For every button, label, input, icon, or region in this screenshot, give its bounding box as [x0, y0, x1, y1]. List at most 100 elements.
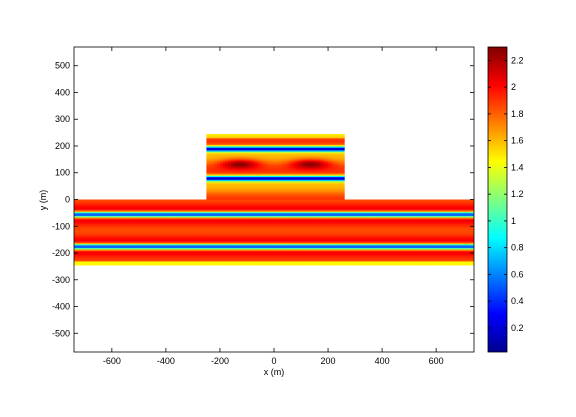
heatmap-cell [276, 255, 280, 258]
heatmap-cell [103, 235, 107, 238]
heatmap-cell [192, 211, 197, 214]
heatmap-cell [146, 254, 151, 257]
heatmap-cell [265, 212, 269, 215]
heatmap-cell [344, 219, 348, 222]
heatmap-cell [287, 234, 291, 237]
heatmap-cell [346, 204, 351, 207]
heatmap-cell [301, 251, 305, 254]
heatmap-cell [322, 207, 326, 210]
heatmap-cell [122, 262, 126, 265]
heatmap-cell [263, 235, 267, 238]
heatmap-cell [314, 232, 318, 235]
heatmap-cell [330, 210, 334, 212]
heatmap-cell [152, 216, 156, 219]
heatmap-cell [90, 206, 94, 208]
heatmap-cell [90, 219, 94, 222]
heatmap-cell [241, 231, 245, 234]
heatmap-cell [125, 263, 129, 266]
heatmap-cell [303, 236, 307, 239]
heatmap-cell [136, 236, 140, 239]
heatmap-cell [244, 215, 248, 218]
heatmap-cell [76, 239, 80, 242]
heatmap-cell [171, 216, 175, 219]
heatmap-cell [174, 218, 178, 220]
heatmap-cell [341, 216, 345, 219]
heatmap-cell [138, 216, 142, 219]
heatmap-cell [276, 238, 280, 241]
heatmap-cell [249, 223, 253, 226]
heatmap-cell [92, 199, 97, 202]
heatmap-cell [76, 208, 80, 211]
heatmap-cell [282, 262, 286, 265]
heatmap-cell [152, 253, 156, 255]
heatmap-cell [160, 238, 164, 241]
heatmap-cell [109, 226, 113, 228]
heatmap-cell [87, 232, 91, 235]
heatmap-cell [336, 227, 340, 230]
heatmap-cell [111, 236, 115, 239]
heatmap-cell [157, 261, 161, 263]
heatmap-cell [306, 244, 310, 247]
heatmap-cell [230, 222, 234, 224]
heatmap-cell [271, 199, 275, 202]
heatmap-cell [174, 240, 178, 243]
heatmap-cell [157, 215, 161, 218]
heatmap-cell [260, 242, 264, 245]
heatmap-cell [301, 210, 305, 212]
heatmap-cell [176, 210, 180, 212]
heatmap-cell [203, 243, 207, 246]
heatmap-cell [325, 200, 329, 203]
heatmap-cell [179, 227, 183, 230]
heatmap-cell [271, 239, 275, 242]
heatmap-cell [290, 200, 294, 203]
heatmap-cell [74, 204, 78, 207]
heatmap-cell [109, 220, 113, 223]
heatmap-cell [244, 210, 248, 212]
heatmap-cell [95, 214, 99, 216]
heatmap-cell [222, 203, 226, 206]
heatmap-cell [274, 258, 278, 261]
heatmap-cell [276, 231, 280, 234]
heatmap-cell [174, 199, 178, 202]
heatmap-cell [182, 240, 186, 243]
heatmap-cell [336, 253, 340, 255]
heatmap-cell [336, 234, 340, 237]
heatmap-cell [236, 210, 240, 212]
heatmap-cell [130, 234, 134, 237]
heatmap-cell [292, 232, 297, 235]
heatmap-cell [225, 211, 229, 214]
heatmap-cell [225, 258, 229, 261]
heatmap-cell [192, 243, 197, 246]
heatmap-cell [246, 206, 251, 208]
heatmap-cell [92, 242, 97, 245]
heatmap-cell [184, 259, 188, 262]
heatmap-cell [171, 259, 175, 262]
heatmap-cell [298, 214, 302, 216]
heatmap-cell [168, 228, 172, 231]
heatmap-cell [330, 211, 334, 214]
heatmap-cell [257, 220, 261, 223]
heatmap-cell [252, 240, 256, 243]
heatmap-cell [287, 242, 291, 245]
heatmap-cell [160, 228, 164, 231]
heatmap-cell [144, 251, 148, 254]
heatmap-cell [209, 243, 213, 246]
heatmap-cell [130, 226, 134, 228]
heatmap-cell [176, 232, 180, 235]
heatmap-cell [122, 255, 126, 258]
heatmap-cell [206, 238, 210, 241]
heatmap-cell [133, 232, 137, 235]
heatmap-cell [117, 222, 121, 224]
heatmap-cell [255, 244, 259, 247]
heatmap-cell [333, 257, 337, 259]
heatmap-cell [301, 250, 305, 253]
heatmap-cell [122, 235, 126, 238]
heatmap-cell [184, 224, 188, 227]
heatmap-cell [287, 199, 291, 202]
heatmap-cell [114, 228, 118, 231]
heatmap-cell [295, 253, 299, 255]
heatmap-cell [160, 254, 164, 257]
heatmap-cell [276, 251, 280, 254]
heatmap-cell [238, 203, 242, 206]
heatmap-cell [333, 255, 337, 258]
